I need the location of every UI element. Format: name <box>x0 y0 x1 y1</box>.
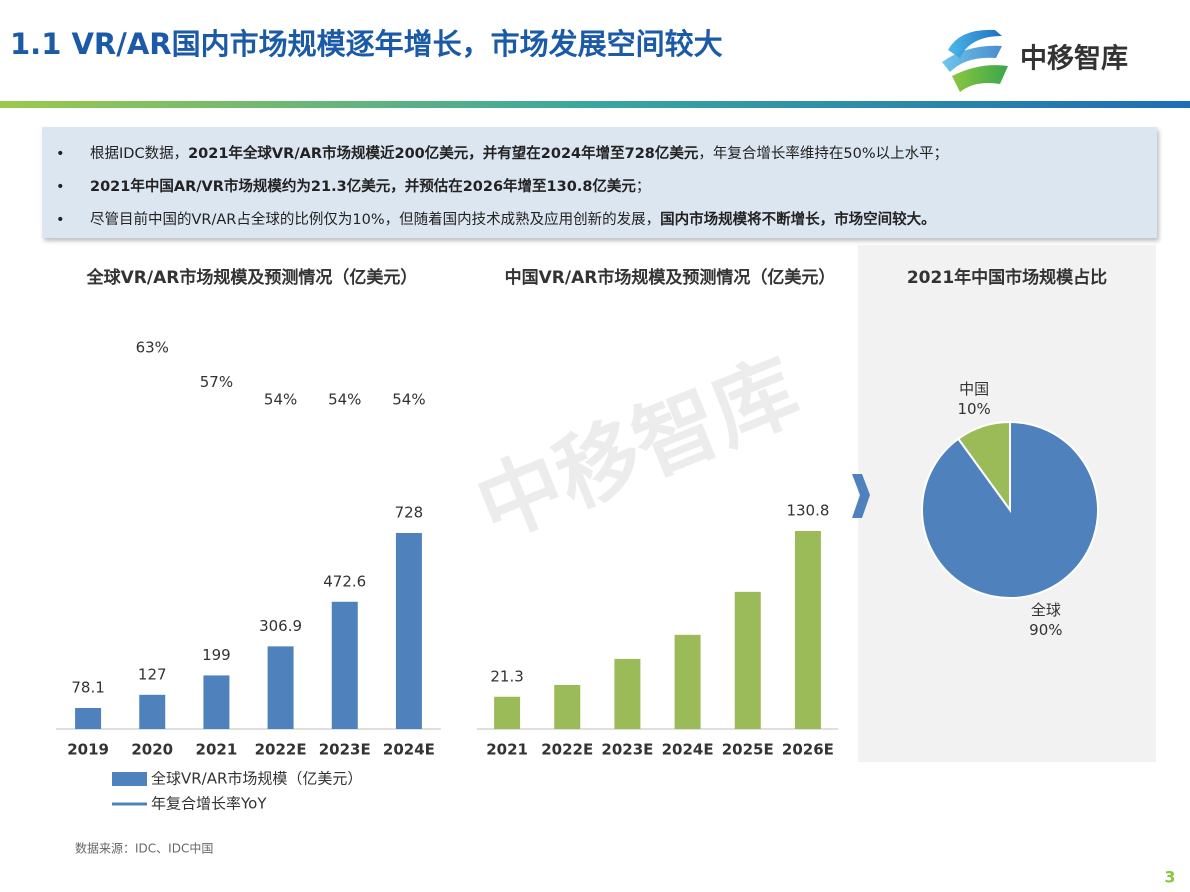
logo-icon <box>942 29 1008 92</box>
legend-swatch <box>112 772 147 786</box>
chart-title: 全球VR/AR市场规模及预测情况（亿美元） <box>86 267 418 288</box>
bullet-text: 根据IDC数据， <box>90 146 189 162</box>
pie-value: 90% <box>1029 621 1062 639</box>
bar <box>734 591 761 729</box>
x-tick-label: 2021 <box>196 741 238 759</box>
data-label: 472.6 <box>323 572 366 590</box>
pie-slice <box>921 420 1099 599</box>
x-tick-label: 2023E <box>319 741 371 759</box>
data-label: 54% <box>264 391 297 409</box>
x-tick-label: 2020 <box>131 741 173 759</box>
legend-label: 全球VR/AR市场规模（亿美元） <box>151 770 362 788</box>
legend-label: 年复合增长率YoY <box>151 795 267 813</box>
pie-label: 全球 <box>1031 601 1061 619</box>
watermark: 中移智库 <box>464 341 812 558</box>
pie-value: 10% <box>957 400 990 418</box>
chevron <box>852 474 870 518</box>
data-label: 63% <box>136 339 169 357</box>
x-tick-label: 2024E <box>662 741 714 759</box>
slide-title: 1.1 VR/AR国内市场规模逐年增长，市场发展空间较大 <box>10 27 723 61</box>
chart-title: 2021年中国市场规模占比 <box>907 267 1107 288</box>
header-bar <box>0 101 1190 108</box>
x-tick-label: 2024E <box>383 741 435 759</box>
data-label: 728 <box>395 504 424 522</box>
bullet-text: 2021年全球VR/AR市场规模近200亿美元，并有望在2024年增至728亿美… <box>188 146 699 162</box>
page-number: 3 <box>1164 868 1175 887</box>
bar <box>674 634 701 729</box>
data-label: 199 <box>202 646 231 664</box>
data-label: 21.3 <box>490 667 523 685</box>
logo-text: 中移智库 <box>1020 44 1128 75</box>
bar <box>794 531 821 729</box>
chart-title: 中国VR/AR市场规模及预测情况（亿美元） <box>505 267 836 288</box>
x-tick-label: 2022E <box>541 741 593 759</box>
bullet-text: ； <box>635 179 651 195</box>
bar <box>267 646 294 729</box>
bar <box>75 707 102 729</box>
bar <box>494 696 521 729</box>
bar <box>331 601 358 729</box>
bullet: 2021年中国AR/VR市场规模约为21.3亿美元，并预估在2026年增至130… <box>56 174 1157 207</box>
pie-label: 中国 <box>959 380 989 398</box>
data-label: 127 <box>138 665 167 683</box>
data-label: 78.1 <box>71 678 104 696</box>
data-label: 57% <box>200 373 233 391</box>
x-tick-label: 2022E <box>255 741 307 759</box>
bar <box>395 533 422 729</box>
data-label: 54% <box>392 391 425 409</box>
bullet-text: 2021年中国AR/VR市场规模约为21.3亿美元，并预估在2026年增至130… <box>90 179 636 195</box>
bar <box>554 684 581 729</box>
bar <box>203 675 230 729</box>
data-label: 54% <box>328 391 361 409</box>
x-tick-label: 2026E <box>782 741 834 759</box>
bullet-text: 国内市场规模将不断增长，市场空间较大。 <box>660 212 936 228</box>
bar <box>139 694 166 729</box>
x-tick-label: 2019 <box>67 741 109 759</box>
x-tick-label: 2023E <box>601 741 653 759</box>
data-label: 130.8 <box>786 502 829 520</box>
bullet: 根据IDC数据，2021年全球VR/AR市场规模近200亿美元，并有望在2024… <box>56 141 1157 174</box>
source: 数据来源：IDC、IDC中国 <box>75 841 213 856</box>
bullet: 尽管目前中国的VR/AR占全球的比例仅为10%，但随着国内技术成熟及应用创新的发… <box>56 207 1157 240</box>
bar <box>614 658 641 729</box>
summary-box: 根据IDC数据，2021年全球VR/AR市场规模近200亿美元，并有望在2024… <box>42 127 1157 238</box>
x-tick-label: 2025E <box>722 741 774 759</box>
x-tick-label: 2021 <box>486 741 528 759</box>
data-label: 306.9 <box>259 617 302 635</box>
bullet-text: 尽管目前中国的VR/AR占全球的比例仅为10%，但随着国内技术成熟及应用创新的发… <box>90 212 661 228</box>
bullet-text: ，年复合增长率维持在50%以上水平； <box>698 146 949 162</box>
